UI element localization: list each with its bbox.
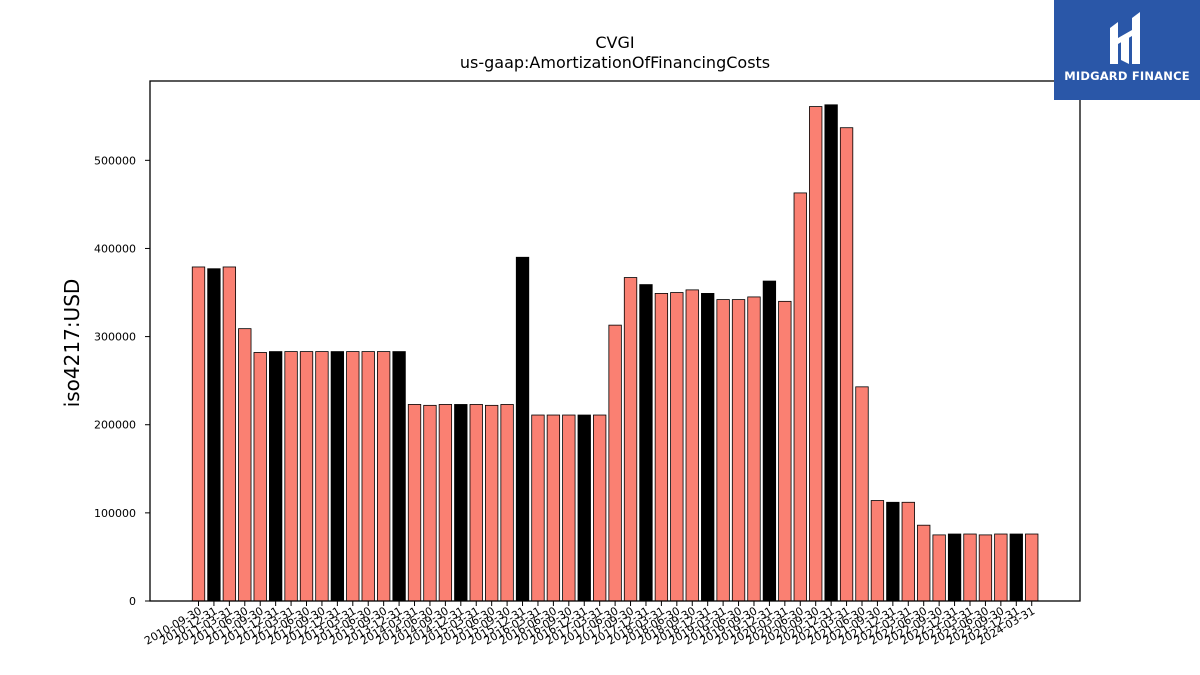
bar-2013-06-30 [361,351,375,602]
bar-2022-06-30 [917,524,931,602]
bar-2019-09-30 [747,296,761,602]
bar-2017-06-30 [608,324,622,602]
bar-2013-12-31 [392,351,406,602]
bar-2022-03-31 [901,501,915,602]
midgard-logo-icon [1110,12,1140,64]
bar-2011-03-31 [222,266,237,602]
bar-2020-06-30 [793,192,807,602]
plot-frame [149,80,1081,602]
bar-2016-12-31 [577,414,591,602]
bars-group [191,104,1039,602]
y-tick-label: 400000 [94,242,136,255]
bar-2019-12-31 [762,280,777,602]
bar-2020-03-31 [778,300,792,602]
bar-2017-12-31 [639,284,653,602]
bar-2012-12-31 [330,351,345,602]
bar-2014-09-30 [438,404,453,602]
bar-2015-06-30 [485,404,499,602]
bar-2016-03-31 [531,414,545,602]
bar-2011-12-31 [268,351,283,602]
bar-2021-12-31 [886,501,900,602]
bar-2017-09-30 [623,277,638,602]
y-ticks-group: 0 100000 200000 300000 400000 500000 [94,154,150,608]
bar-2016-06-30 [546,414,561,602]
bar-2010-09-30 [191,266,206,602]
bar-2014-12-31 [454,404,468,602]
bar-2023-12-31 [1009,533,1023,602]
bar-2018-12-31 [701,293,715,602]
bar-2012-03-31 [284,351,298,602]
bar-2023-06-30 [978,534,993,602]
y-axis-label: iso4217:USD [60,279,84,408]
brand-name: MIDGARD FINANCE [1064,69,1190,83]
bar-2014-06-30 [423,404,437,602]
bar-2015-12-31 [515,256,530,602]
bar-2023-09-30 [994,533,1008,602]
bar-2020-09-30 [809,106,823,602]
bar-2013-09-30 [377,351,391,602]
bar-2011-06-30 [238,328,252,602]
bar-2017-03-31 [593,414,607,602]
chart-title: CVGI [595,33,634,52]
bar-2020-12-31 [824,104,838,602]
bar-2018-09-30 [685,289,699,602]
bar-2012-06-30 [299,351,314,602]
bar-2022-09-30 [932,534,946,602]
bar-2012-09-30 [315,351,329,602]
bar-2015-09-30 [500,404,514,602]
y-tick-label: 500000 [94,154,136,167]
bar-2022-12-31 [947,533,962,602]
bar-2015-03-31 [469,404,483,602]
bar-2021-06-30 [855,386,869,602]
bar-2019-03-31 [716,299,730,602]
y-tick-label: 0 [129,595,136,608]
bar-2023-03-31 [963,533,977,602]
bar-2024-03-31 [1025,533,1039,602]
chart-subtitle: us-gaap:AmortizationOfFinancingCosts [460,53,770,72]
bar-2010-12-31 [207,268,221,602]
bar-2021-09-30 [870,500,885,602]
bar-2016-09-30 [562,414,576,602]
x-ticks-group: 2010-09-302010-12-312011-03-312011-06-30… [142,601,1037,648]
bar-2013-03-31 [346,351,360,602]
bar-2018-06-30 [670,292,684,602]
brand-logo: MIDGARD FINANCE [1054,0,1200,100]
bar-2021-03-31 [839,127,854,602]
bar-2014-03-31 [407,404,422,602]
y-tick-label: 200000 [94,419,136,432]
y-tick-label: 100000 [94,507,136,520]
bar-2018-03-31 [654,293,669,602]
bar-2019-06-30 [731,299,746,602]
bar-2011-09-30 [253,352,267,602]
y-tick-label: 300000 [94,331,136,344]
